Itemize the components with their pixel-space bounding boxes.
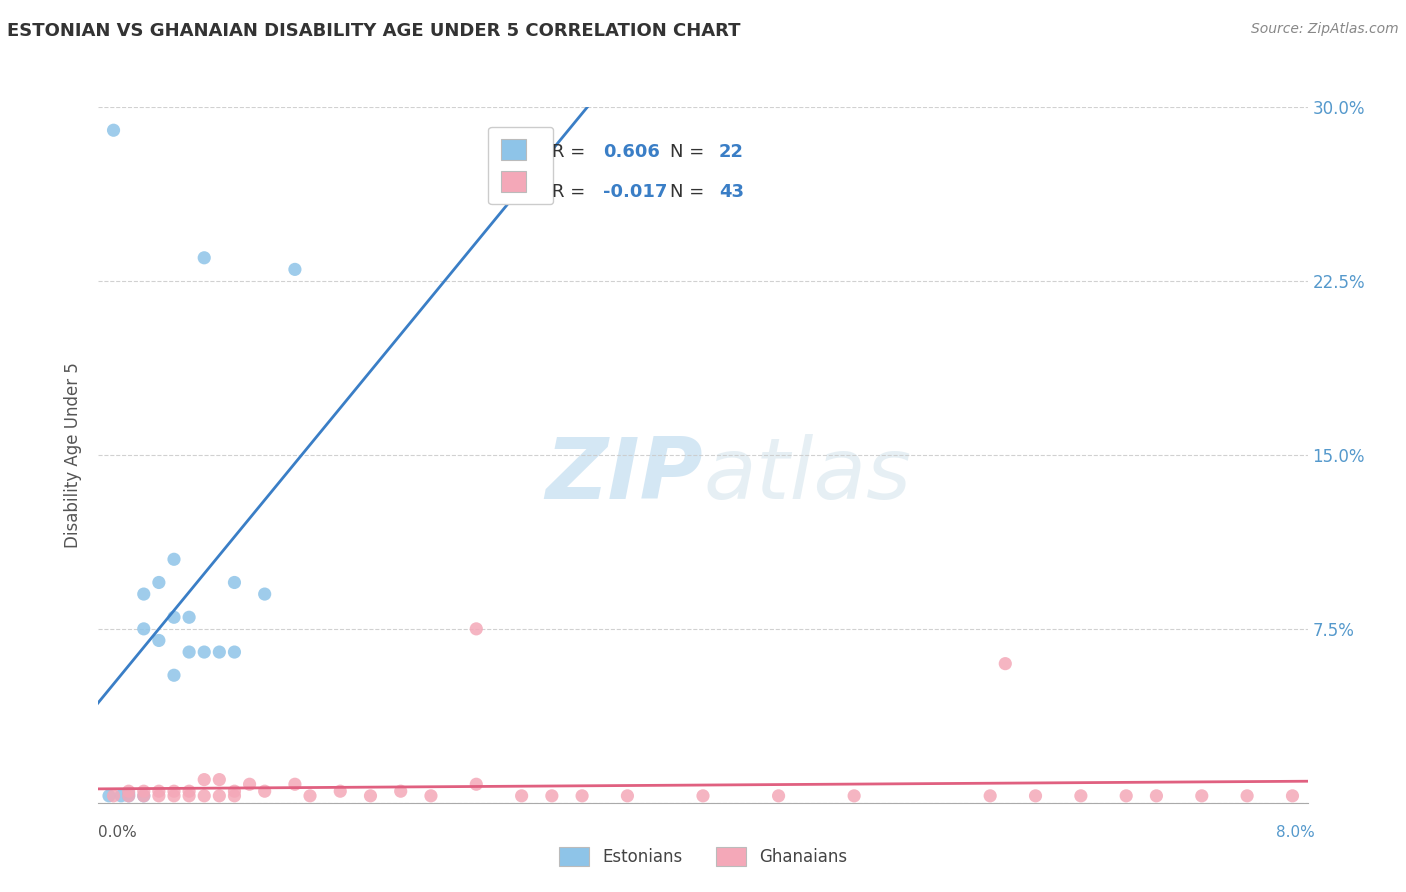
Point [98,789,121,803]
Point [148,789,170,803]
Point [193,772,215,787]
Point [1146,789,1168,803]
Point [541,789,564,803]
Legend: Estonians, Ghanaians: Estonians, Ghanaians [551,838,855,875]
Point [420,789,443,803]
Point [224,789,246,803]
Point [163,789,186,803]
Text: N =: N = [671,183,710,201]
Legend: , : , [488,127,554,204]
Point [1191,789,1213,803]
Point [118,787,141,801]
Text: atlas: atlas [703,434,911,517]
Text: -0.017: -0.017 [603,183,666,201]
Point [224,575,246,590]
Point [253,587,276,601]
Point [118,789,141,803]
Point [571,789,593,803]
Point [132,622,155,636]
Point [1236,789,1258,803]
Point [465,622,488,636]
Point [253,784,276,798]
Point [465,777,488,791]
Text: R =: R = [553,144,591,161]
Point [1115,789,1137,803]
Point [148,575,170,590]
Point [193,789,215,803]
Point [994,657,1017,671]
Point [132,789,155,803]
Point [179,610,201,624]
Point [224,784,246,798]
Point [284,262,307,277]
Text: R =: R = [553,183,591,201]
Point [193,251,215,265]
Point [360,789,382,803]
Text: ZIP: ZIP [546,434,703,517]
Point [389,784,412,798]
Point [132,789,155,803]
Point [768,789,790,803]
Point [616,789,638,803]
Text: 8.0%: 8.0% [1275,825,1315,840]
Point [692,789,714,803]
Point [103,789,125,803]
Point [239,777,262,791]
Point [132,587,155,601]
Point [979,789,1001,803]
Point [179,789,201,803]
Point [299,789,322,803]
Text: ESTONIAN VS GHANAIAN DISABILITY AGE UNDER 5 CORRELATION CHART: ESTONIAN VS GHANAIAN DISABILITY AGE UNDE… [7,22,741,40]
Point [208,645,231,659]
Point [118,784,141,798]
Point [148,633,170,648]
Point [163,784,186,798]
Point [132,784,155,798]
Point [110,789,132,803]
Point [163,610,186,624]
Point [163,668,186,682]
Y-axis label: Disability Age Under 5: Disability Age Under 5 [65,362,83,548]
Point [148,784,170,798]
Text: 22: 22 [718,144,744,161]
Point [103,123,125,137]
Point [1025,789,1047,803]
Point [844,789,866,803]
Point [284,777,307,791]
Point [163,552,186,566]
Point [329,784,352,798]
Text: 43: 43 [718,183,744,201]
Text: Source: ZipAtlas.com: Source: ZipAtlas.com [1251,22,1399,37]
Text: 0.606: 0.606 [603,144,659,161]
Point [179,784,201,798]
Text: N =: N = [671,144,710,161]
Point [118,789,141,803]
Point [1070,789,1092,803]
Point [224,645,246,659]
Point [193,645,215,659]
Point [179,645,201,659]
Text: 0.0%: 0.0% [98,825,138,840]
Point [1281,789,1303,803]
Point [208,789,231,803]
Point [510,789,533,803]
Point [208,772,231,787]
